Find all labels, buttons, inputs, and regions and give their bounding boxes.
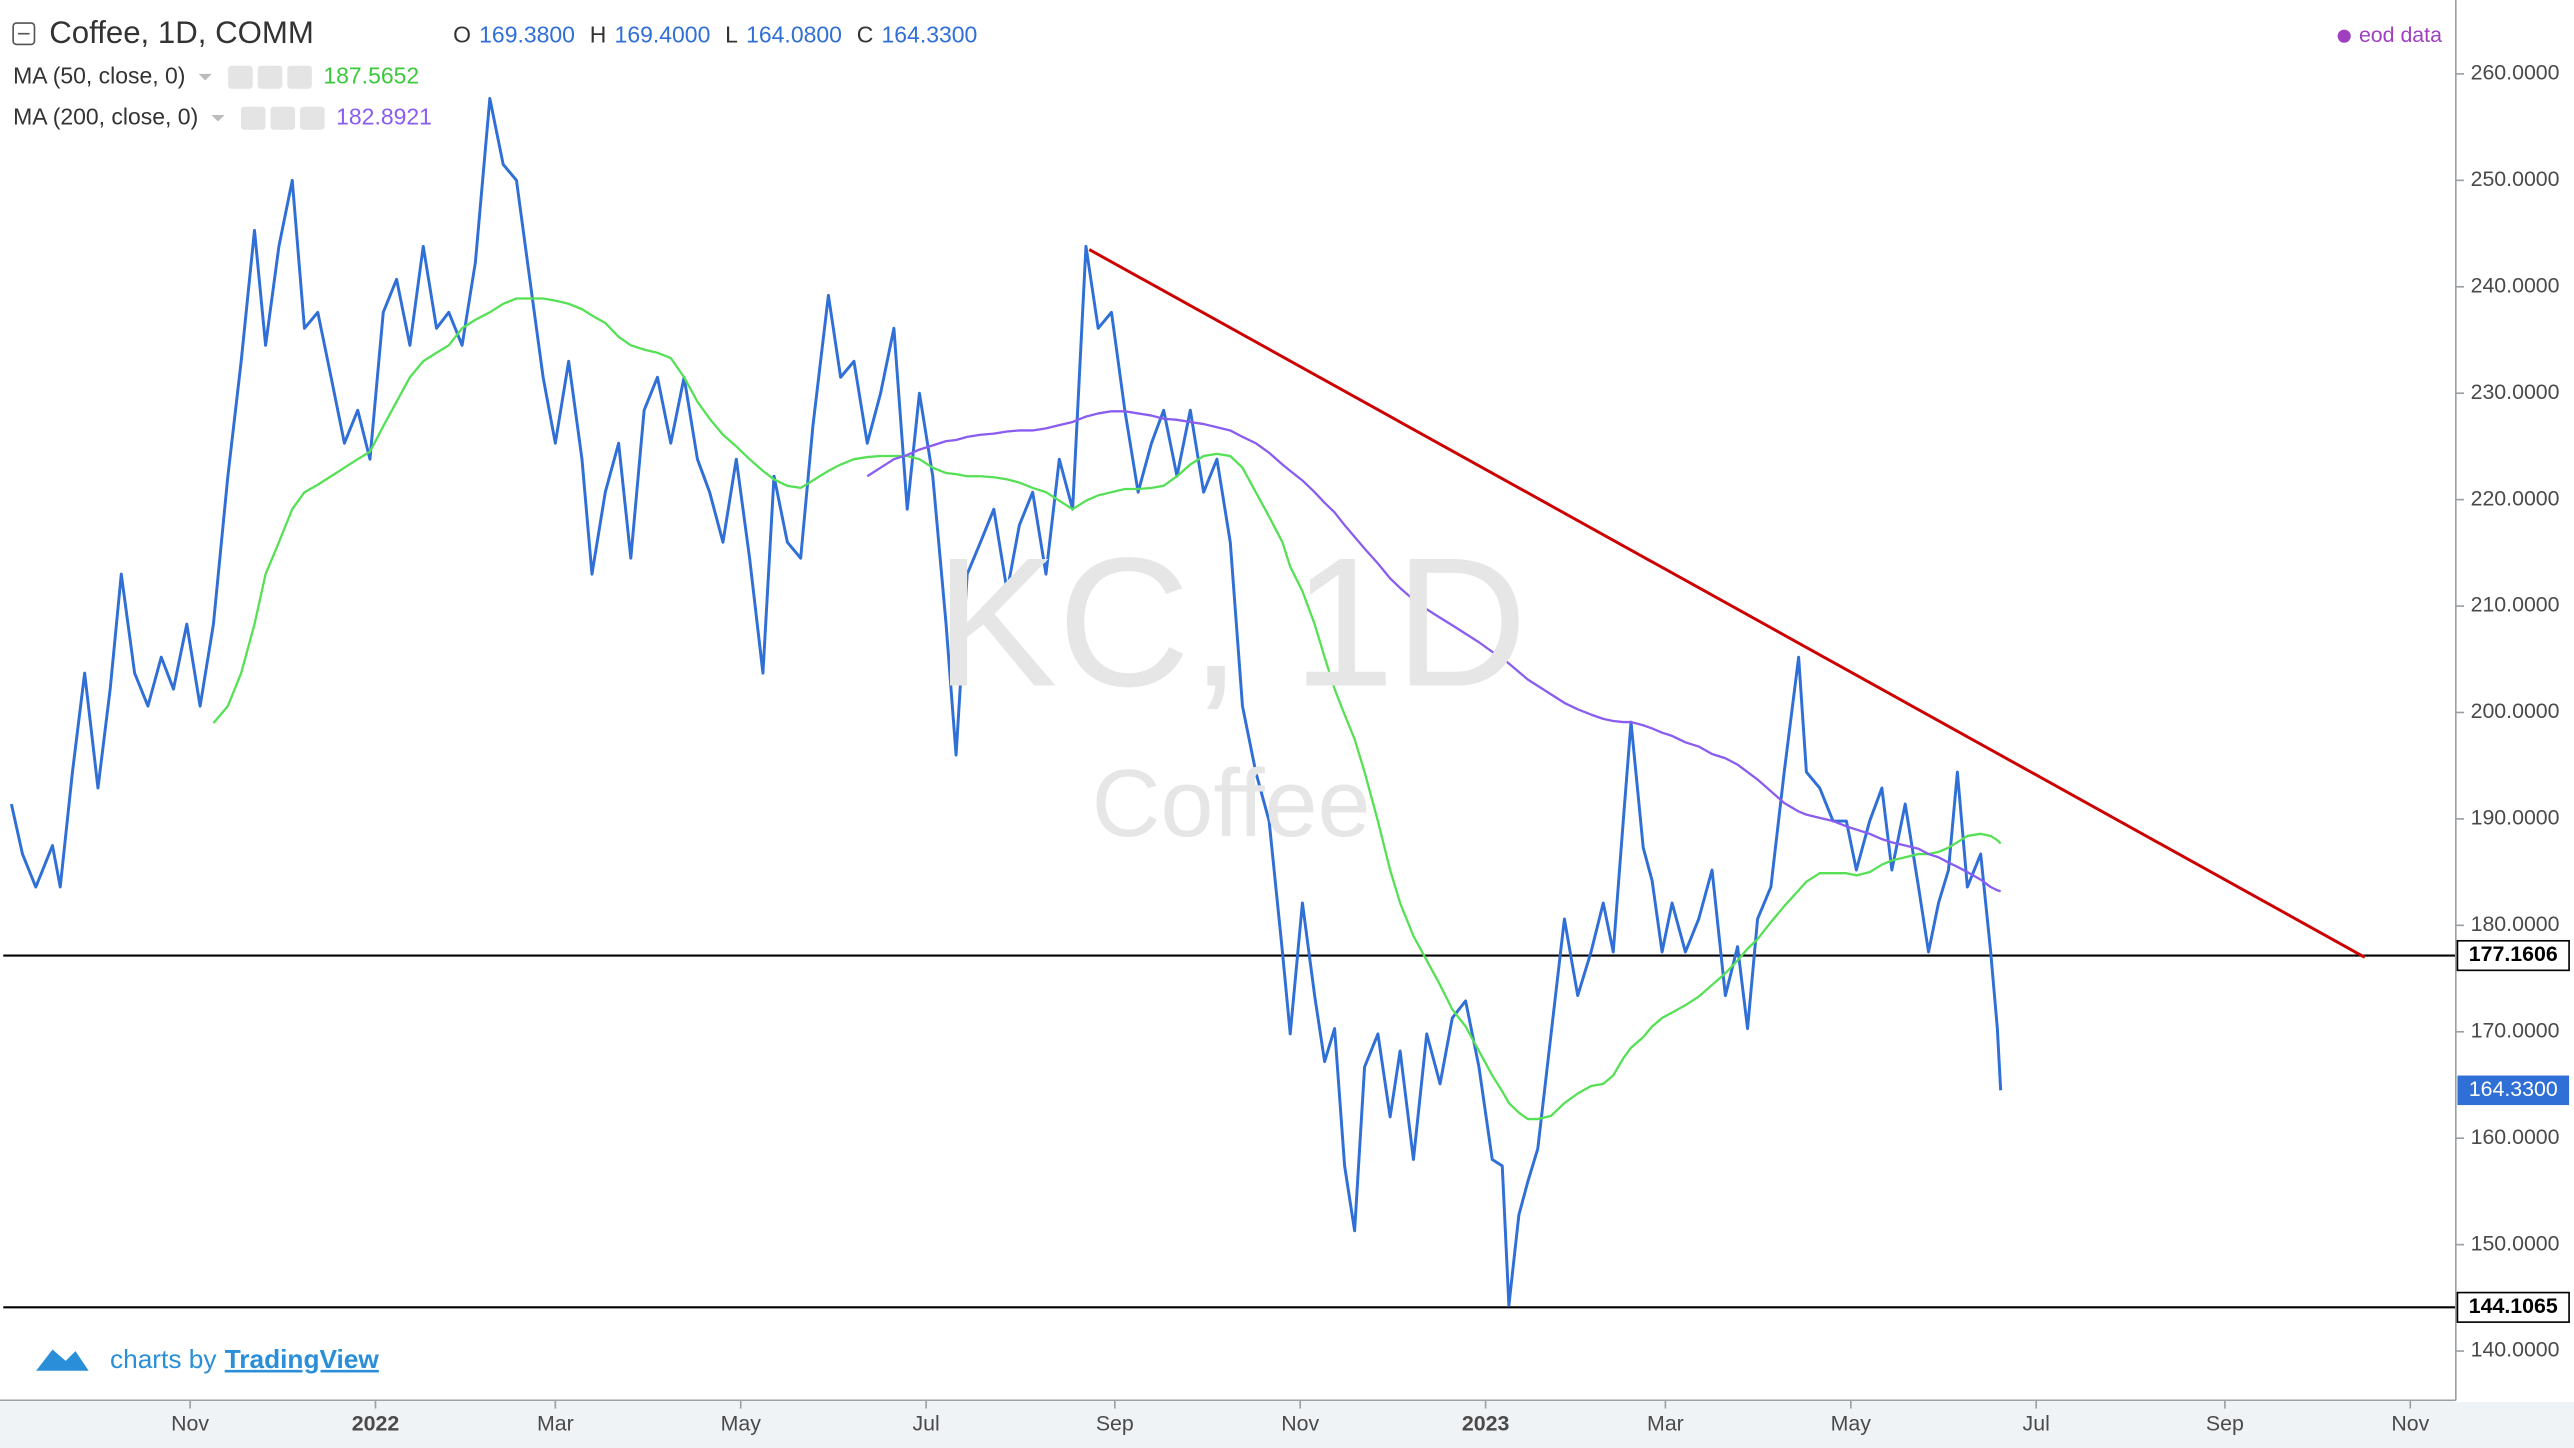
source-label: eod data (2359, 23, 2442, 47)
x-tick-label: Sep (2206, 1412, 2244, 1436)
level-label-box (2456, 939, 2570, 972)
ohlc-value: 169.3800 (479, 21, 575, 47)
y-tick-label: 200.0000 (2471, 699, 2560, 723)
level-label: 177.1606 (2469, 942, 2558, 966)
watermark-name: Coffee (1092, 751, 1371, 857)
y-tick-label: 140.0000 (2471, 1338, 2560, 1362)
y-tick-label: 150.0000 (2471, 1231, 2560, 1255)
ohlc-label: H (590, 21, 607, 47)
bottom-strip (0, 1401, 2574, 1448)
brand-text: charts by (110, 1344, 217, 1374)
legend-entry: MA (200, close, 0) (13, 103, 198, 129)
x-tick-label: May (721, 1412, 762, 1436)
legend-value: 187.5652 (323, 62, 419, 88)
x-tick-label: 2022 (352, 1412, 399, 1436)
x-tick-label: Nov (171, 1412, 209, 1436)
collapse-icon (12, 22, 36, 46)
y-tick-label: 220.0000 (2471, 486, 2560, 510)
x-tick-label: Jul (2023, 1412, 2050, 1436)
plot-area (3, 96, 2456, 1309)
series-line (212, 297, 2002, 1121)
y-tick-label: 180.0000 (2471, 912, 2560, 936)
last-price-label: 164.3300 (2469, 1077, 2558, 1101)
legend-button (257, 65, 283, 89)
ohlc-value: 164.0800 (746, 21, 842, 47)
legend-dropdown (211, 114, 225, 122)
ohlc-value: 164.3300 (882, 21, 978, 47)
source-dot (2337, 29, 2351, 43)
legend-entry: MA (50, close, 0) (13, 62, 185, 88)
x-tick-label: Nov (2391, 1412, 2429, 1436)
last-price-box (2457, 1075, 2570, 1106)
level-label-box (2456, 1291, 2570, 1323)
brand-logo (36, 1349, 89, 1371)
legend-dropdown (198, 73, 212, 81)
y-tick-label: 210.0000 (2471, 593, 2560, 617)
y-tick-label: 190.0000 (2471, 806, 2560, 830)
x-tick-label: 2023 (1462, 1412, 1510, 1436)
ohlc-label: C (857, 21, 874, 47)
trendline (1088, 248, 2366, 959)
ohlc-label: O (453, 21, 471, 47)
ohlc-value: 169.4000 (615, 21, 711, 47)
y-tick-label: 160.0000 (2471, 1125, 2560, 1149)
ohlc-label: L (725, 21, 738, 47)
legend-button (287, 65, 312, 89)
x-tick-label: Sep (1096, 1412, 1134, 1436)
y-tick-label: 170.0000 (2471, 1018, 2560, 1042)
x-tick-label: Nov (1281, 1412, 1319, 1436)
legend-button (228, 65, 253, 89)
legend-button (300, 106, 325, 130)
y-tick-label: 240.0000 (2471, 273, 2560, 297)
x-tick-label: Jul (912, 1412, 939, 1436)
legend-button (270, 106, 296, 130)
y-tick-label: 230.0000 (2471, 380, 2560, 404)
y-tick-label: 260.0000 (2471, 61, 2560, 85)
y-tick-label: 250.0000 (2471, 167, 2560, 191)
x-tick-label: Mar (537, 1412, 574, 1436)
x-tick-label: May (1831, 1412, 1872, 1436)
series-line (866, 410, 2002, 893)
legend-button (240, 106, 266, 130)
symbol-title: Coffee, 1D, COMM (49, 15, 314, 50)
brand-link[interactable]: TradingView (225, 1344, 380, 1374)
x-tick-label: Mar (1647, 1412, 1684, 1436)
level-label: 144.1065 (2469, 1294, 2558, 1318)
legend-value: 182.8921 (336, 103, 432, 129)
watermark-symbol: KC, 1D (935, 520, 1528, 725)
series-line (9, 96, 2003, 1307)
